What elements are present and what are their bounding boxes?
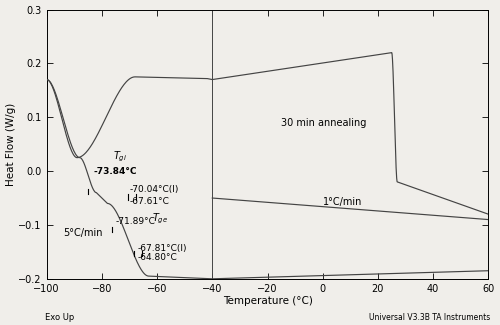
Text: -73.84°C: -73.84°C — [94, 167, 137, 176]
Y-axis label: Heat Flow (W/g): Heat Flow (W/g) — [6, 103, 16, 186]
Text: $T_{gi}$: $T_{gi}$ — [113, 150, 127, 164]
Text: 30 min annealing: 30 min annealing — [282, 118, 366, 128]
Text: $T_{ge}$: $T_{ge}$ — [152, 212, 168, 226]
Text: 5°C/min: 5°C/min — [64, 228, 103, 238]
X-axis label: Temperature (°C): Temperature (°C) — [222, 296, 312, 306]
Text: -64.80°C: -64.80°C — [138, 253, 177, 262]
Text: -71.89°C: -71.89°C — [116, 217, 156, 226]
Text: 1°C/min: 1°C/min — [322, 197, 362, 207]
Text: -67.81°C(I): -67.81°C(I) — [138, 244, 188, 253]
Text: Exo Up: Exo Up — [45, 313, 74, 322]
Text: -67.61°C: -67.61°C — [130, 198, 170, 206]
Text: Universal V3.3B TA Instruments: Universal V3.3B TA Instruments — [369, 313, 490, 322]
Text: -70.04°C(I): -70.04°C(I) — [130, 185, 179, 194]
